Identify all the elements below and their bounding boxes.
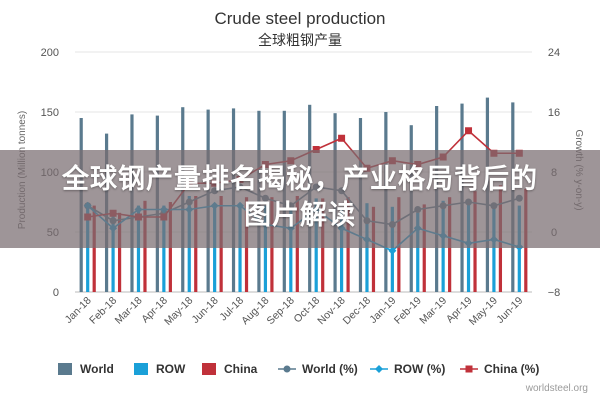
bar-china bbox=[422, 204, 426, 292]
bar-row bbox=[86, 204, 90, 292]
bar-row bbox=[466, 204, 471, 292]
y-tick-right-label: −8 bbox=[548, 287, 561, 299]
x-tick-label: Feb-19 bbox=[392, 295, 424, 327]
legend-marker bbox=[375, 365, 383, 373]
legend: World ROW China World (%) ROW (%) China (%) bbox=[58, 362, 539, 376]
chart-title: Crude steel production bbox=[214, 9, 385, 28]
series-point bbox=[388, 246, 397, 255]
bar-row bbox=[263, 205, 268, 292]
y-tick-right-label: 24 bbox=[548, 47, 560, 59]
bar-china bbox=[117, 212, 122, 292]
series-point bbox=[338, 134, 346, 142]
x-tick-label: Jun-19 bbox=[494, 295, 525, 326]
legend-swatch bbox=[58, 363, 72, 375]
legend-label: ROW bbox=[156, 362, 186, 376]
y-tick-left-label: 0 bbox=[53, 287, 59, 299]
bar-row bbox=[213, 206, 217, 292]
legend-marker bbox=[283, 365, 291, 373]
bar-row bbox=[492, 204, 496, 292]
overlay-line-2: 图片解读 bbox=[244, 200, 356, 231]
x-ticks: Jan-18Feb-18Mar-18Apr-18May-18Jun-18Jul-… bbox=[63, 295, 526, 328]
x-tick-label: May-18 bbox=[162, 295, 195, 328]
bar-china bbox=[371, 206, 376, 292]
y-tick-left-label: 200 bbox=[41, 47, 59, 59]
x-tick-label: Jun-18 bbox=[190, 295, 221, 326]
bar-row bbox=[162, 205, 166, 292]
y-tick-right-label: 16 bbox=[548, 107, 560, 119]
bar-row bbox=[416, 212, 420, 292]
overlay-banner bbox=[0, 150, 600, 248]
legend-label: China (%) bbox=[484, 362, 539, 376]
bar-china bbox=[92, 205, 96, 292]
x-tick-label: Dec-18 bbox=[341, 295, 374, 328]
x-tick-label: May-19 bbox=[467, 295, 500, 328]
legend-label: ROW (%) bbox=[394, 362, 445, 376]
y-tick-left-label: 150 bbox=[41, 107, 59, 119]
bar-row bbox=[111, 212, 115, 292]
chart-subtitle: 全球粗钢产量 bbox=[258, 32, 342, 48]
bar-row bbox=[136, 205, 141, 292]
x-tick-label: Mar-19 bbox=[417, 295, 449, 327]
legend-swatch bbox=[134, 363, 148, 375]
overlay-line-1: 全球钢产量排名揭秘，产业格局背后的 bbox=[62, 164, 538, 195]
bar-row bbox=[339, 208, 344, 292]
series-point bbox=[312, 146, 320, 153]
overlay-headline: 全球钢产量排名揭秘，产业格局背后的 图片解读 bbox=[0, 162, 600, 234]
bar-row bbox=[289, 206, 293, 292]
x-tick-label: Feb-18 bbox=[87, 295, 119, 327]
legend-label: China bbox=[224, 362, 258, 376]
x-tick-label: Mar-18 bbox=[113, 295, 145, 327]
series-point bbox=[465, 127, 473, 135]
legend-swatch bbox=[202, 363, 216, 375]
legend-label: World (%) bbox=[302, 362, 358, 376]
x-tick-label: Sep-18 bbox=[264, 295, 297, 328]
source-watermark: worldsteel.org bbox=[525, 383, 588, 394]
legend-marker bbox=[465, 365, 473, 373]
legend-label: World bbox=[80, 362, 114, 376]
